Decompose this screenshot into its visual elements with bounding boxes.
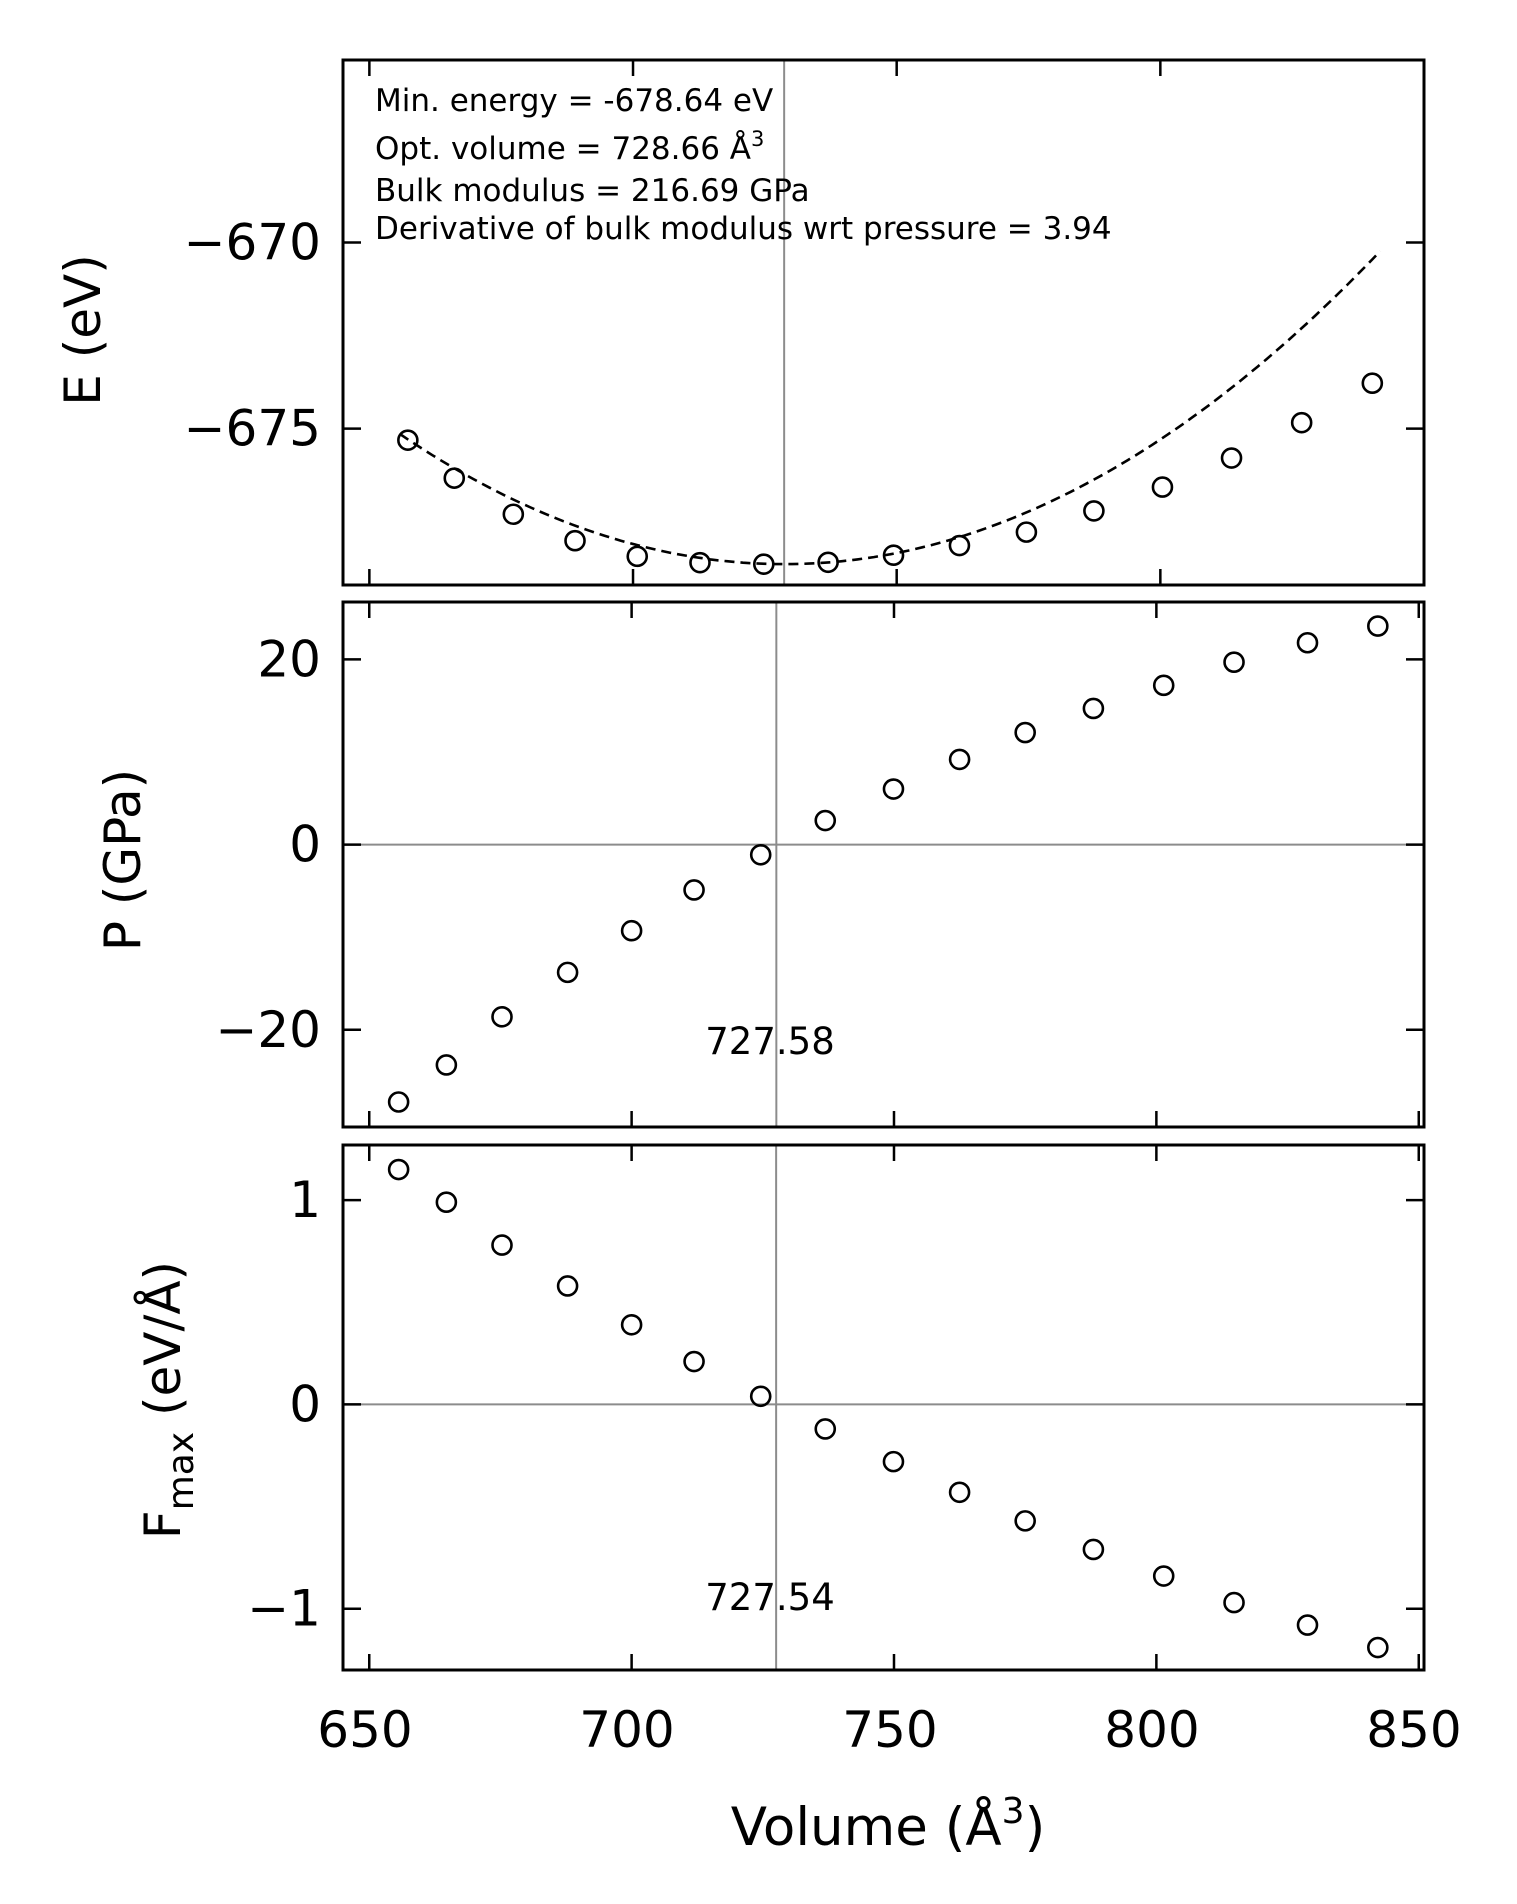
data-point <box>749 843 772 866</box>
data-point <box>1014 1510 1036 1532</box>
energy-ylabel: E (eV) <box>54 254 112 405</box>
x-tick-label: 650 <box>317 1701 412 1759</box>
pressure-panel: P (GPa) 727.58 −20 0 20 <box>94 600 1426 1129</box>
data-point <box>948 534 971 557</box>
y-tick-label: 0 <box>289 816 321 874</box>
data-point <box>626 545 649 568</box>
x-tick-label: 700 <box>579 1701 674 1759</box>
data-point <box>502 503 525 526</box>
data-point <box>491 1234 513 1256</box>
force-ylabel: Fmax (eV/Å) <box>134 1261 202 1539</box>
data-point <box>814 809 837 832</box>
force-panel: Fmax (eV/Å) 727.54 −1 0 1 <box>134 1143 1426 1672</box>
data-point <box>948 748 971 771</box>
y-tick-label: 20 <box>257 630 321 688</box>
y-tick-label: −675 <box>184 400 321 458</box>
data-point <box>882 1450 905 1473</box>
data-point <box>1014 721 1036 744</box>
y-tick-label: −20 <box>215 1001 321 1059</box>
data-point <box>948 1481 971 1504</box>
y-tick-label: −1 <box>247 1580 321 1638</box>
data-point <box>1367 615 1389 637</box>
x-tick-label: 850 <box>1366 1701 1461 1759</box>
data-point <box>387 1158 410 1181</box>
x-tick-labels: 650 700 750 800 850 <box>317 1701 1461 1759</box>
force-zero-crossing-label: 727.54 <box>705 1576 834 1619</box>
data-point <box>1296 1614 1319 1636</box>
min-energy-annotation: Min. energy = -678.64 eV <box>375 83 773 119</box>
data-point <box>1152 674 1175 697</box>
y-tick-label: −670 <box>184 213 321 271</box>
data-point <box>556 961 579 984</box>
pressure-ylabel: P (GPa) <box>94 769 152 951</box>
energy-annotations: Min. energy = -678.64 eV Opt. volume = 7… <box>375 83 1112 247</box>
data-point <box>817 551 839 574</box>
x-tick-label: 800 <box>1104 1701 1199 1759</box>
axes-frame <box>341 1143 1426 1672</box>
data-point <box>749 1385 772 1408</box>
data-point <box>882 778 905 800</box>
energy-panel: E (eV) Min. energy = -678.64 eV Opt. vol… <box>54 58 1426 587</box>
data-point <box>882 544 905 567</box>
data-point <box>683 1350 705 1373</box>
data-point <box>1223 1591 1245 1614</box>
x-tick-label: 750 <box>842 1701 937 1759</box>
data-point <box>491 1006 513 1028</box>
data-point <box>1290 411 1313 434</box>
data-point <box>1151 476 1174 498</box>
data-point <box>1223 651 1245 673</box>
pressure-zero-crossing-label: 727.58 <box>705 1020 834 1063</box>
data-point <box>620 1313 643 1336</box>
data-point <box>1082 697 1105 720</box>
data-point <box>443 467 466 489</box>
data-point <box>1152 1565 1175 1587</box>
data-point <box>564 529 586 552</box>
opt-volume-annotation: Opt. volume = 728.66 Å3 <box>375 127 764 167</box>
data-point <box>683 879 705 901</box>
data-point <box>1361 372 1384 394</box>
data-point <box>814 1418 837 1440</box>
data-point <box>435 1191 458 1213</box>
data-point <box>1367 1636 1389 1659</box>
fit-curve <box>399 250 1382 566</box>
data-point <box>1296 631 1319 654</box>
data-point <box>689 551 711 574</box>
data-point <box>1083 500 1105 522</box>
data-point <box>435 1054 458 1076</box>
axes-frame <box>341 600 1426 1129</box>
data-point <box>397 429 419 451</box>
y-tick-label: 0 <box>289 1375 321 1433</box>
x-axis-label: Volume (Å3) <box>731 1791 1046 1858</box>
y-tick-label: 1 <box>289 1171 321 1229</box>
data-point <box>387 1091 410 1113</box>
axes-frame <box>341 58 1426 587</box>
bulk-modulus-annotation: Bulk modulus = 216.69 GPa <box>375 173 810 209</box>
data-point <box>1082 1538 1105 1561</box>
data-point <box>620 919 643 942</box>
data-point <box>1220 447 1243 469</box>
bulk-derivative-annotation: Derivative of bulk modulus wrt pressure … <box>375 211 1112 247</box>
data-point <box>1015 521 1038 543</box>
data-point <box>556 1275 579 1297</box>
data-point <box>752 553 775 575</box>
